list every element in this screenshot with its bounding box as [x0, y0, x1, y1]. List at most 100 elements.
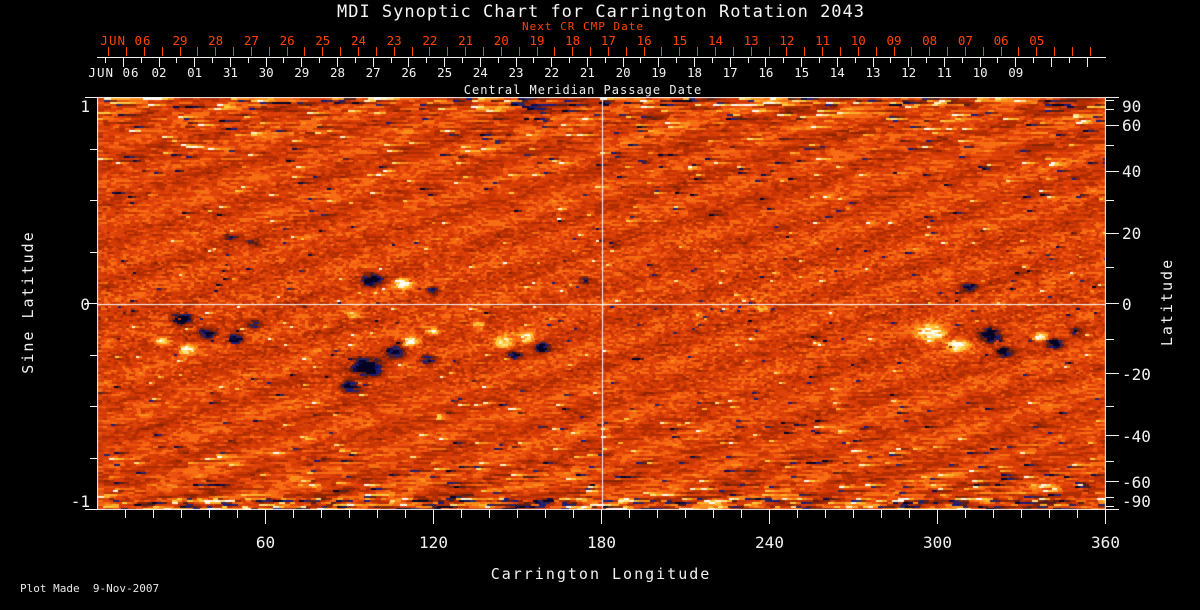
- tick-mark: [90, 354, 97, 356]
- tick-mark: [783, 57, 785, 63]
- next-cr-date-tick-label: 28: [208, 33, 224, 48]
- tick-mark: [140, 57, 142, 63]
- next-cr-tick-mark: [429, 47, 431, 56]
- tick-mark: [573, 510, 574, 518]
- next-cr-tick-mark: [982, 47, 984, 56]
- tick-mark: [629, 510, 630, 518]
- tick-mark: [747, 57, 749, 63]
- cmp-date-tick-label: 25: [437, 65, 453, 80]
- tick-mark: [1106, 481, 1119, 483]
- next-cr-date-tick-label: 14: [707, 33, 724, 48]
- left-tick-label: -1: [70, 492, 90, 511]
- tick-mark: [926, 57, 928, 63]
- tick-mark: [1068, 57, 1070, 63]
- right-tick-label: 90: [1122, 97, 1142, 116]
- cmp-date-tick-label: 02: [151, 65, 167, 80]
- cmp-date-tick-label: 26: [401, 65, 417, 80]
- tick-mark: [640, 57, 642, 63]
- right-tick-label: 40: [1122, 162, 1142, 182]
- tick-mark: [515, 57, 517, 67]
- cmp-date-tick-label: 30: [258, 65, 274, 80]
- x-tick-label: 60: [255, 533, 276, 552]
- tick-mark: [1106, 109, 1114, 111]
- next-cr-tick-mark: [482, 47, 484, 56]
- tick-mark: [545, 510, 546, 518]
- tick-mark: [265, 510, 266, 524]
- next-cr-tick-mark: [125, 47, 127, 56]
- tick-mark: [1106, 505, 1114, 507]
- next-cr-tick-mark: [411, 47, 413, 56]
- next-cr-tick-mark: [340, 47, 342, 56]
- cmp-date-tick-label: 31: [222, 65, 238, 80]
- next-cr-tick-mark: [286, 47, 288, 56]
- y-axis-right-label: Latitude: [1158, 257, 1176, 347]
- next-cr-date-tick-label: 07: [957, 33, 973, 48]
- tick-mark: [405, 510, 406, 518]
- tick-mark: [181, 510, 182, 518]
- cmp-date-tick-label: 28: [329, 65, 346, 80]
- next-cr-tick-mark: [786, 47, 788, 56]
- tick-mark: [90, 406, 97, 407]
- next-cr-tick-mark: [964, 47, 966, 56]
- next-cr-date-tick-label: 24: [350, 33, 367, 48]
- tick-mark: [741, 510, 742, 518]
- cmp-date-tick-label: 19: [651, 65, 667, 80]
- tick-mark: [122, 57, 124, 67]
- tick-mark: [1051, 57, 1052, 67]
- tick-mark: [713, 510, 714, 518]
- next-cr-date-tick-label: 10: [850, 33, 866, 48]
- next-cr-tick-mark: [822, 47, 824, 56]
- tick-mark: [489, 510, 490, 518]
- plot-made-note: Plot Made 9-Nov-2007: [20, 582, 160, 595]
- next-cr-tick-mark: [857, 47, 859, 56]
- tick-mark: [517, 510, 518, 518]
- next-cr-date-tick-label: 08: [922, 33, 938, 48]
- cmp-date-tick-label: 12: [901, 65, 917, 80]
- next-cr-tick-mark: [607, 47, 609, 56]
- next-cr-tick-mark: [1018, 47, 1020, 56]
- next-cr-tick-mark: [947, 47, 949, 56]
- cmp-date-tick-label: 29: [294, 65, 310, 80]
- tick-mark: [90, 251, 97, 253]
- tick-mark: [319, 57, 321, 63]
- next-cr-tick-mark: [804, 47, 806, 56]
- tick-mark: [212, 57, 214, 63]
- next-cr-tick-mark: [375, 47, 377, 56]
- tick-mark: [1106, 406, 1114, 407]
- next-cr-date-tick-label: 13: [743, 33, 759, 48]
- magnetogram-heatmap: [97, 97, 1106, 510]
- tick-mark: [283, 57, 285, 63]
- cmp-date-tick-label: 27: [365, 65, 381, 80]
- tick-mark: [176, 57, 178, 63]
- tick-mark: [801, 57, 803, 67]
- tick-mark: [194, 57, 196, 67]
- tick-mark: [993, 510, 994, 518]
- tick-mark: [85, 97, 97, 98]
- tick-mark: [1106, 97, 1119, 98]
- tick-mark: [533, 57, 535, 63]
- tick-mark: [444, 57, 446, 67]
- next-cr-tick-mark: [732, 47, 734, 56]
- tick-mark: [979, 57, 981, 67]
- next-cr-tick-mark: [715, 47, 716, 56]
- tick-mark: [694, 57, 695, 67]
- tick-mark: [1106, 338, 1114, 340]
- next-cr-tick-mark: [500, 47, 502, 56]
- next-cr-tick-mark: [179, 47, 181, 56]
- next-cr-date-tick-label: 17: [600, 33, 616, 48]
- tick-mark: [836, 57, 838, 67]
- tick-mark: [209, 510, 210, 518]
- next-cr-tick-mark: [215, 47, 217, 56]
- cmp-date-tick-label: 17: [722, 65, 738, 80]
- next-cr-date-tick-label: 29: [172, 33, 188, 48]
- next-cr-tick-mark: [1000, 47, 1002, 56]
- next-cr-date-tick-label: 09: [886, 33, 902, 48]
- tick-mark: [937, 510, 938, 524]
- next-cr-tick-mark: [393, 47, 395, 56]
- tick-mark: [601, 510, 602, 524]
- tick-mark: [461, 57, 463, 63]
- tick-mark: [908, 57, 910, 67]
- cmp-date-tick-label: 10: [972, 65, 988, 80]
- cmp-date-tick-label: 14: [829, 65, 845, 80]
